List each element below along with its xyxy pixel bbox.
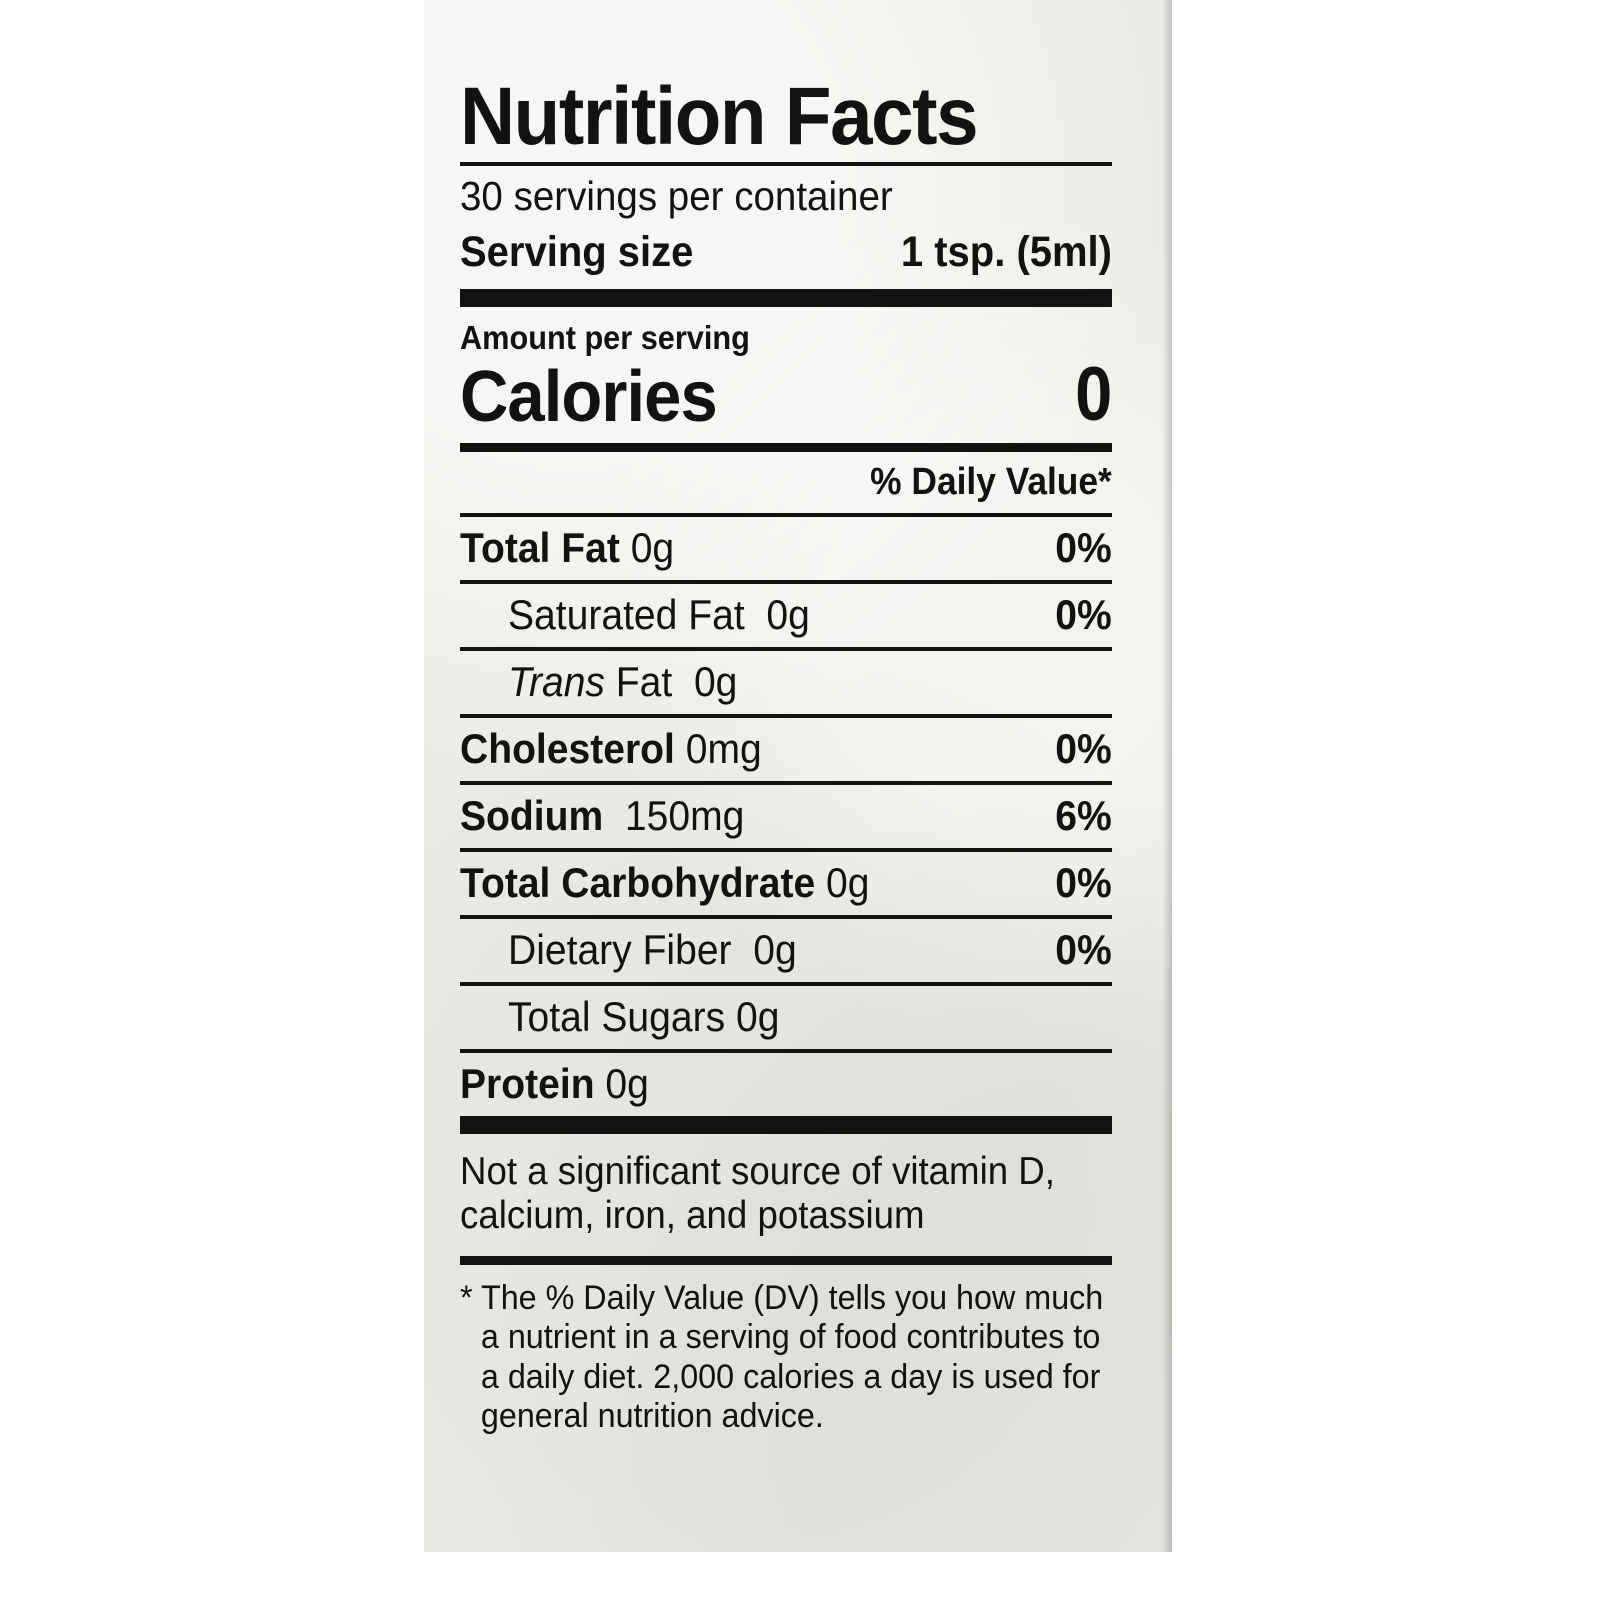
- nutrient-name-trans-fat: Trans Fat 0g: [508, 657, 738, 705]
- nutrient-amount-total-fat: 0g: [630, 523, 675, 571]
- table-row: Total Carbohydrate 0g 0%: [460, 852, 1112, 915]
- nutrient-amount-total-sugars: 0g: [735, 992, 780, 1040]
- row-rule: [460, 1048, 1112, 1053]
- serving-size-value: 1 tsp. (5ml): [900, 227, 1112, 276]
- row-rule: [460, 914, 1112, 919]
- nutrition-facts-title: Nutrition Facts: [460, 71, 979, 162]
- dv-footnote-line-2: a nutrient in a serving of food contribu…: [480, 1318, 1101, 1357]
- nutrient-name-dietary-fiber: Dietary Fiber 0g: [508, 925, 797, 973]
- serving-size-label: Serving size: [460, 227, 694, 276]
- nutrient-name-saturated-fat: Saturated Fat 0g: [508, 590, 810, 638]
- nutrient-name-cholesterol: Cholesterol 0mg: [460, 724, 762, 772]
- footnote-divider-rule: [460, 1255, 1112, 1265]
- nutrient-name-protein: Protein 0g: [460, 1059, 649, 1107]
- row-rule: [460, 780, 1112, 785]
- dv-footnote-line-1: * The % Daily Value (DV) tells you how m…: [460, 1278, 1104, 1317]
- daily-value-footnote: * The % Daily Value (DV) tells you how m…: [460, 1265, 1112, 1457]
- header-thick-rule: [460, 288, 1112, 307]
- row-rule: [460, 579, 1112, 584]
- not-significant-line-2: calcium, iron, and potassium: [460, 1193, 925, 1237]
- dv-footnote-line-4: general nutrition advice.: [480, 1397, 824, 1436]
- nutrient-amount-saturated-fat: 0g: [766, 590, 810, 638]
- nutrient-percent-sodium: 6%: [1055, 791, 1112, 839]
- table-row: Saturated Fat 0g 0%: [460, 584, 1112, 647]
- calories-value: 0: [1074, 351, 1112, 437]
- nutrient-amount-total-carbohydrate: 0g: [826, 858, 870, 906]
- table-row: Sodium 150mg 6%: [460, 785, 1112, 848]
- row-rule: [460, 713, 1112, 718]
- table-row: Dietary Fiber 0g 0%: [460, 919, 1112, 982]
- daily-value-header: % Daily Value*: [870, 460, 1112, 503]
- dv-footnote-line-3: a daily diet. 2,000 calories a day is us…: [480, 1357, 1101, 1396]
- nutrient-percent-total-fat: 0%: [1055, 523, 1112, 571]
- daily-value-underline-rule: [460, 512, 1112, 517]
- nutrient-name-sodium: Sodium 150mg: [460, 791, 745, 839]
- servings-per-container: 30 servings per container: [460, 172, 893, 219]
- nutrient-percent-cholesterol: 0%: [1055, 724, 1112, 772]
- nutrient-amount-sodium: 150mg: [624, 791, 745, 839]
- not-significant-source-note: Not a significant source of vitamin D, c…: [460, 1134, 1112, 1256]
- table-row: Total Fat 0g 0%: [460, 517, 1112, 580]
- table-row: Trans Fat 0g: [460, 651, 1112, 714]
- nutrient-amount-protein: 0g: [605, 1059, 649, 1107]
- nutrient-amount-cholesterol: 0mg: [685, 724, 762, 772]
- serving-size-row: Serving size 1 tsp. (5ml): [460, 224, 1112, 289]
- nutrient-percent-total-carbohydrate: 0%: [1055, 858, 1112, 906]
- calories-label: Calories: [460, 356, 718, 437]
- nutrient-name-total-carbohydrate: Total Carbohydrate 0g: [460, 858, 870, 906]
- nutrient-name-total-sugars: Total Sugars 0g: [508, 992, 780, 1040]
- nutrient-amount-trans-fat: 0g: [693, 657, 738, 705]
- title-underline-rule: [460, 161, 1112, 166]
- row-rule: [460, 981, 1112, 986]
- not-significant-line-1: Not a significant source of vitamin D,: [460, 1149, 1055, 1193]
- calories-bottom-rule: [460, 442, 1112, 452]
- amount-per-serving-label: Amount per serving: [460, 318, 750, 356]
- table-row: Cholesterol 0mg 0%: [460, 718, 1112, 781]
- row-rule: [460, 847, 1112, 852]
- nutrition-facts-panel: Nutrition Facts 30 servings per containe…: [424, 0, 1172, 1552]
- nutrition-facts-content: Nutrition Facts 30 servings per containe…: [424, 0, 1172, 1457]
- table-row: Total Sugars 0g: [460, 986, 1112, 1049]
- nutrient-percent-dietary-fiber: 0%: [1055, 925, 1112, 973]
- row-rule: [460, 646, 1112, 651]
- calories-row: Calories 0: [460, 351, 1112, 443]
- nutrient-amount-dietary-fiber: 0g: [753, 925, 797, 973]
- nutrient-percent-saturated-fat: 0%: [1055, 590, 1112, 638]
- nutrient-name-total-fat: Total Fat 0g: [460, 523, 675, 571]
- protein-bottom-thick-rule: [460, 1115, 1112, 1134]
- table-row: Protein 0g: [460, 1053, 1112, 1116]
